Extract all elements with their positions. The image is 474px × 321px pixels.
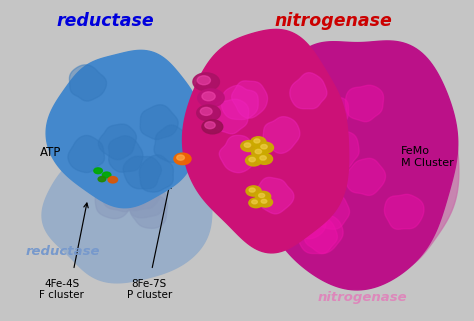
Polygon shape [310,193,349,229]
Circle shape [257,142,273,153]
Polygon shape [95,182,133,219]
Circle shape [205,122,215,129]
Polygon shape [263,117,300,153]
Polygon shape [111,174,149,209]
Polygon shape [130,193,167,228]
Circle shape [261,144,267,149]
Text: 8Fe-7S
P cluster: 8Fe-7S P cluster [127,279,172,300]
Circle shape [259,194,264,197]
Circle shape [256,153,273,164]
Polygon shape [68,135,104,173]
Circle shape [197,105,220,121]
Polygon shape [42,137,212,283]
Polygon shape [272,145,311,181]
Polygon shape [256,178,294,214]
Polygon shape [232,81,267,118]
Polygon shape [345,158,385,195]
Circle shape [252,200,257,204]
Text: reductase: reductase [26,246,100,258]
Circle shape [251,137,266,147]
Polygon shape [123,156,161,189]
Circle shape [200,107,212,115]
Circle shape [244,143,251,147]
Polygon shape [221,85,258,119]
Circle shape [202,92,215,101]
Circle shape [261,199,267,203]
Polygon shape [120,176,160,211]
Polygon shape [310,92,348,128]
Polygon shape [323,131,359,169]
Polygon shape [213,99,249,134]
Circle shape [254,139,260,143]
Polygon shape [154,125,188,162]
Circle shape [246,155,262,166]
Circle shape [249,157,255,162]
Polygon shape [346,85,383,122]
Polygon shape [140,105,178,139]
Circle shape [94,168,102,174]
Circle shape [102,172,111,178]
Circle shape [249,198,263,208]
Circle shape [258,197,273,207]
Polygon shape [289,199,327,239]
Circle shape [177,155,184,160]
Polygon shape [109,136,143,172]
Polygon shape [69,65,107,101]
Circle shape [193,73,219,91]
Polygon shape [99,124,137,160]
Text: reductase: reductase [57,12,155,30]
Text: 4Fe-4S
F cluster: 4Fe-4S F cluster [39,279,84,300]
Polygon shape [295,75,459,272]
Circle shape [198,89,224,107]
Circle shape [197,76,210,85]
Polygon shape [46,50,201,208]
Polygon shape [128,184,167,218]
Circle shape [252,147,268,158]
Circle shape [255,191,271,202]
Circle shape [255,149,262,154]
Polygon shape [182,30,349,253]
Circle shape [260,156,266,160]
Polygon shape [219,135,255,173]
Circle shape [98,177,106,182]
Text: ATP: ATP [40,146,62,159]
Circle shape [249,188,255,192]
Polygon shape [258,41,458,290]
Circle shape [241,141,257,152]
Polygon shape [290,73,327,109]
Circle shape [174,153,191,165]
Text: FeMo
M Cluster: FeMo M Cluster [401,146,453,168]
Circle shape [108,177,118,183]
Polygon shape [304,215,343,254]
Circle shape [202,120,223,134]
Polygon shape [384,194,424,229]
Text: nitrogenase: nitrogenase [275,12,392,30]
Text: nitrogenase: nitrogenase [318,291,407,304]
Circle shape [246,186,261,196]
Polygon shape [298,215,337,254]
Polygon shape [101,176,139,212]
Polygon shape [139,155,173,192]
